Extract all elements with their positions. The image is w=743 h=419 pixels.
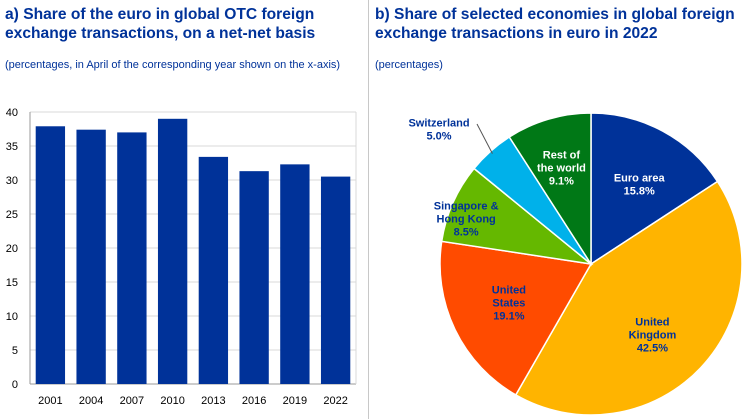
bar-chart-title: a) Share of the euro in global OTC forei… (5, 6, 316, 42)
pie-label-singapore-hong-kong: Singapore & Hong Kong 8.5% (434, 201, 499, 239)
pie-value-united-kingdom: 42.5% (637, 343, 668, 355)
pie-value-euro-area: 15.8% (624, 185, 655, 197)
x-tick-label: 2013 (201, 395, 225, 407)
pie-chart: Euro area 15.8% United Kingdom 42.5% United St… (408, 112, 743, 416)
bar-2001 (35, 126, 66, 384)
y-tick-label: 10 (6, 311, 18, 323)
pie-slice-rest-of-the-world (508, 112, 592, 267)
panel-divider (368, 0, 369, 419)
x-tick-label: 2022 (323, 395, 347, 407)
bar-2016 (239, 171, 269, 384)
pie-value-united-states: 19.1% (493, 310, 524, 322)
pie-slice-united-states (439, 240, 593, 396)
bar-2022 (320, 176, 351, 384)
pie-leader-line (476, 123, 493, 154)
y-tick-label: 25 (6, 209, 18, 221)
y-tick-label: 40 (6, 107, 18, 119)
pie-label-switzerland: Switzerland 5.0% (408, 118, 469, 143)
pie-chart-subtitle: (percentages) (375, 59, 443, 71)
pie-label-euro-area: Euro area 15.8% (614, 172, 666, 197)
x-tick-label: 2007 (120, 395, 144, 407)
pie-label-united-kingdom: United Kingdom 42.5% (629, 317, 677, 355)
pie-value-rest-of-the-world: 9.1% (549, 175, 574, 187)
pie-value-switzerland: 5.0% (426, 131, 451, 143)
bar-2013 (198, 156, 229, 384)
y-tick-label: 0 (12, 379, 18, 391)
bar-chart-subtitle: (percentages, in April of the correspond… (5, 59, 341, 71)
bar-2007 (117, 132, 147, 384)
x-tick-label: 2016 (242, 395, 266, 407)
y-tick-label: 15 (6, 277, 18, 289)
bar-2004 (76, 129, 106, 384)
pie-value-singapore-hong-kong: 8.5% (454, 227, 479, 239)
pie-label-rest-of-the-world: Rest of the world 9.1% (537, 149, 586, 187)
pie-slice-euro-area (590, 112, 719, 266)
y-tick-label: 30 (6, 175, 18, 187)
bar-2019 (280, 164, 310, 384)
x-tick-label: 2004 (79, 395, 103, 407)
x-tick-label: 2019 (283, 395, 307, 407)
panel-a: a) Share of the euro in global OTC forei… (0, 0, 368, 419)
y-tick-label: 5 (12, 345, 18, 357)
pie-label-united-states: United States 19.1% (492, 284, 526, 322)
pie-chart-title: b) Share of selected economies in global… (375, 6, 735, 42)
bar-chart: 0 5 10 15 20 25 30 35 40 2001 2004 2007 2010 2013 201… (6, 107, 357, 407)
panel-b: b) Share of selected economies in global… (370, 0, 743, 419)
x-tick-label: 2001 (38, 395, 62, 407)
pie-slice-united-kingdom (514, 180, 743, 416)
y-tick-label: 35 (6, 141, 18, 153)
y-tick-label: 20 (6, 243, 18, 255)
x-tick-label: 2010 (160, 395, 184, 407)
bar-2010 (157, 118, 188, 385)
